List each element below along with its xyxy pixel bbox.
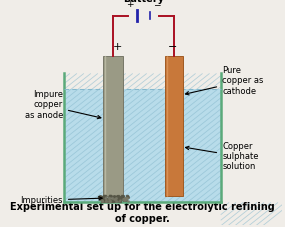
Bar (103, 56, 123, 196)
Text: −: − (153, 0, 160, 9)
Text: +: + (113, 42, 122, 52)
Text: +: + (126, 0, 133, 9)
Bar (165, 56, 183, 196)
Text: Experimental set up for the electrolytic refining
of copper.: Experimental set up for the electrolytic… (10, 202, 275, 224)
Text: −: − (168, 42, 177, 52)
Text: Battery: Battery (123, 0, 164, 4)
Text: Impure
copper
as anode: Impure copper as anode (25, 90, 101, 120)
Text: Copper
sulphate
solution: Copper sulphate solution (186, 142, 258, 171)
Bar (64, 89, 221, 202)
Text: Pure
copper as
cathode: Pure copper as cathode (186, 66, 263, 96)
Text: Impurities: Impurities (21, 196, 102, 205)
